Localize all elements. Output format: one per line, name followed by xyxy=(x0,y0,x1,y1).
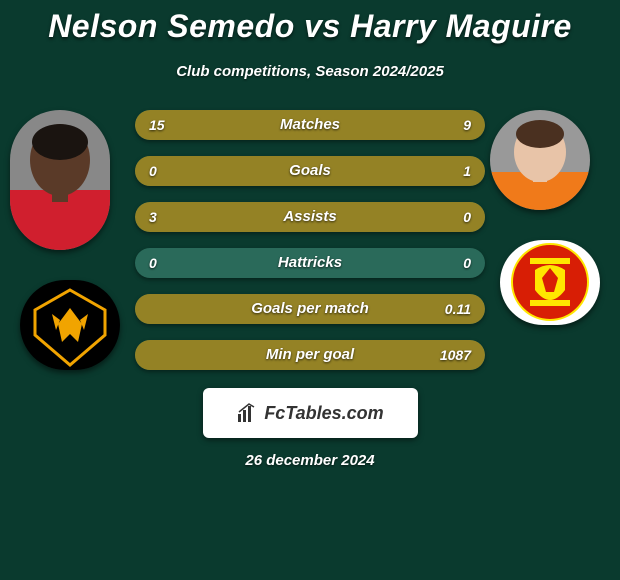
date-text: 26 december 2024 xyxy=(0,452,620,469)
fctables-text: FcTables.com xyxy=(264,403,383,424)
header: Nelson Semedo vs Harry Maguire Club comp… xyxy=(0,0,620,80)
fctables-badge: FcTables.com xyxy=(203,388,418,438)
stat-row: 30Assists xyxy=(135,202,485,232)
player2-club-badge xyxy=(500,240,600,325)
stat-label: Matches xyxy=(135,110,485,140)
stat-label: Goals xyxy=(135,156,485,186)
stat-bars: 159Matches 01Goals 30Assists 00Hattricks 0.1… xyxy=(135,110,485,370)
stat-label: Assists xyxy=(135,202,485,232)
stat-label: Goals per match xyxy=(135,294,485,324)
chart-icon xyxy=(236,402,258,424)
wolves-badge-icon xyxy=(20,280,120,370)
player1-avatar xyxy=(10,110,110,250)
stat-label: Min per goal xyxy=(135,340,485,370)
player2-portrait-icon xyxy=(490,110,590,210)
player1-portrait-icon xyxy=(10,110,110,250)
stat-row: 0.11Goals per match xyxy=(135,294,485,324)
player1-club-badge xyxy=(20,280,120,370)
stat-label: Hattricks xyxy=(135,248,485,278)
stat-row: 1087Min per goal xyxy=(135,340,485,370)
page-subtitle: Club competitions, Season 2024/2025 xyxy=(0,63,620,80)
stat-row: 159Matches xyxy=(135,110,485,140)
stat-row: 00Hattricks xyxy=(135,248,485,278)
manutd-badge-icon xyxy=(500,240,600,325)
stat-row: 01Goals xyxy=(135,156,485,186)
page-title: Nelson Semedo vs Harry Maguire xyxy=(0,8,620,45)
player2-avatar xyxy=(490,110,590,210)
comparison-main: 159Matches 01Goals 30Assists 00Hattricks 0.1… xyxy=(0,110,620,370)
